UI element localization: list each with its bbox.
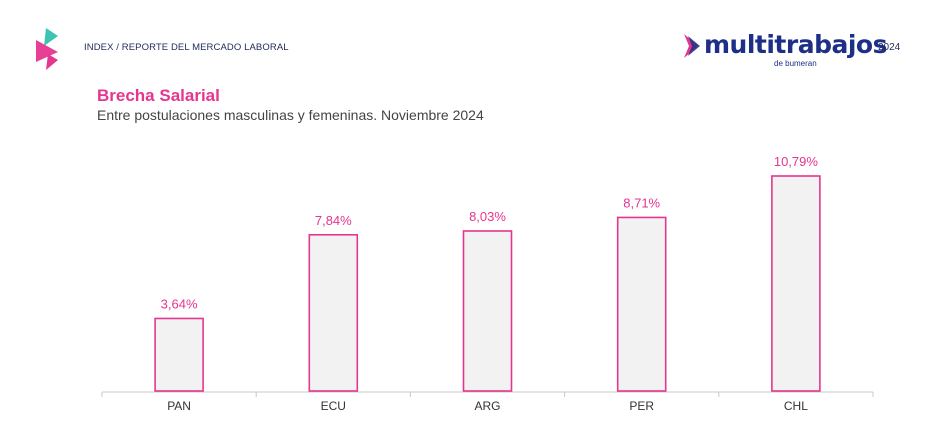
x-tick-label: CHL (784, 399, 808, 413)
bar-ecu (308, 233, 359, 392)
bar-value-label: 7,84% (315, 213, 352, 228)
x-tick-label: ECU (321, 399, 346, 413)
bar-pan (154, 317, 204, 392)
brand-chevron-icon (684, 34, 700, 58)
bar-value-label: 8,71% (623, 195, 660, 210)
brand-subtitle: de bumeran (774, 59, 817, 68)
brand-name: multitrabajos (704, 30, 887, 59)
bar-value-label: 8,03% (469, 209, 506, 224)
report-year: 2024 (878, 42, 901, 53)
bar-arg (462, 230, 513, 392)
bar-chl (771, 175, 821, 392)
chart-title: Brecha Salarial (97, 86, 220, 105)
x-tick-label: ARG (474, 399, 500, 413)
bar-value-label: 3,64% (161, 296, 198, 311)
brand-logo-icon (36, 28, 58, 70)
bar-value-label: 10,79% (774, 154, 819, 169)
breadcrumb: INDEX / REPORTE DEL MERCADO LABORAL (84, 42, 289, 53)
chart-subtitle: Entre postulaciones masculinas y femenin… (97, 107, 484, 123)
x-tick-label: PER (629, 399, 654, 413)
bar-per (616, 216, 667, 392)
x-tick-label: PAN (167, 399, 191, 413)
